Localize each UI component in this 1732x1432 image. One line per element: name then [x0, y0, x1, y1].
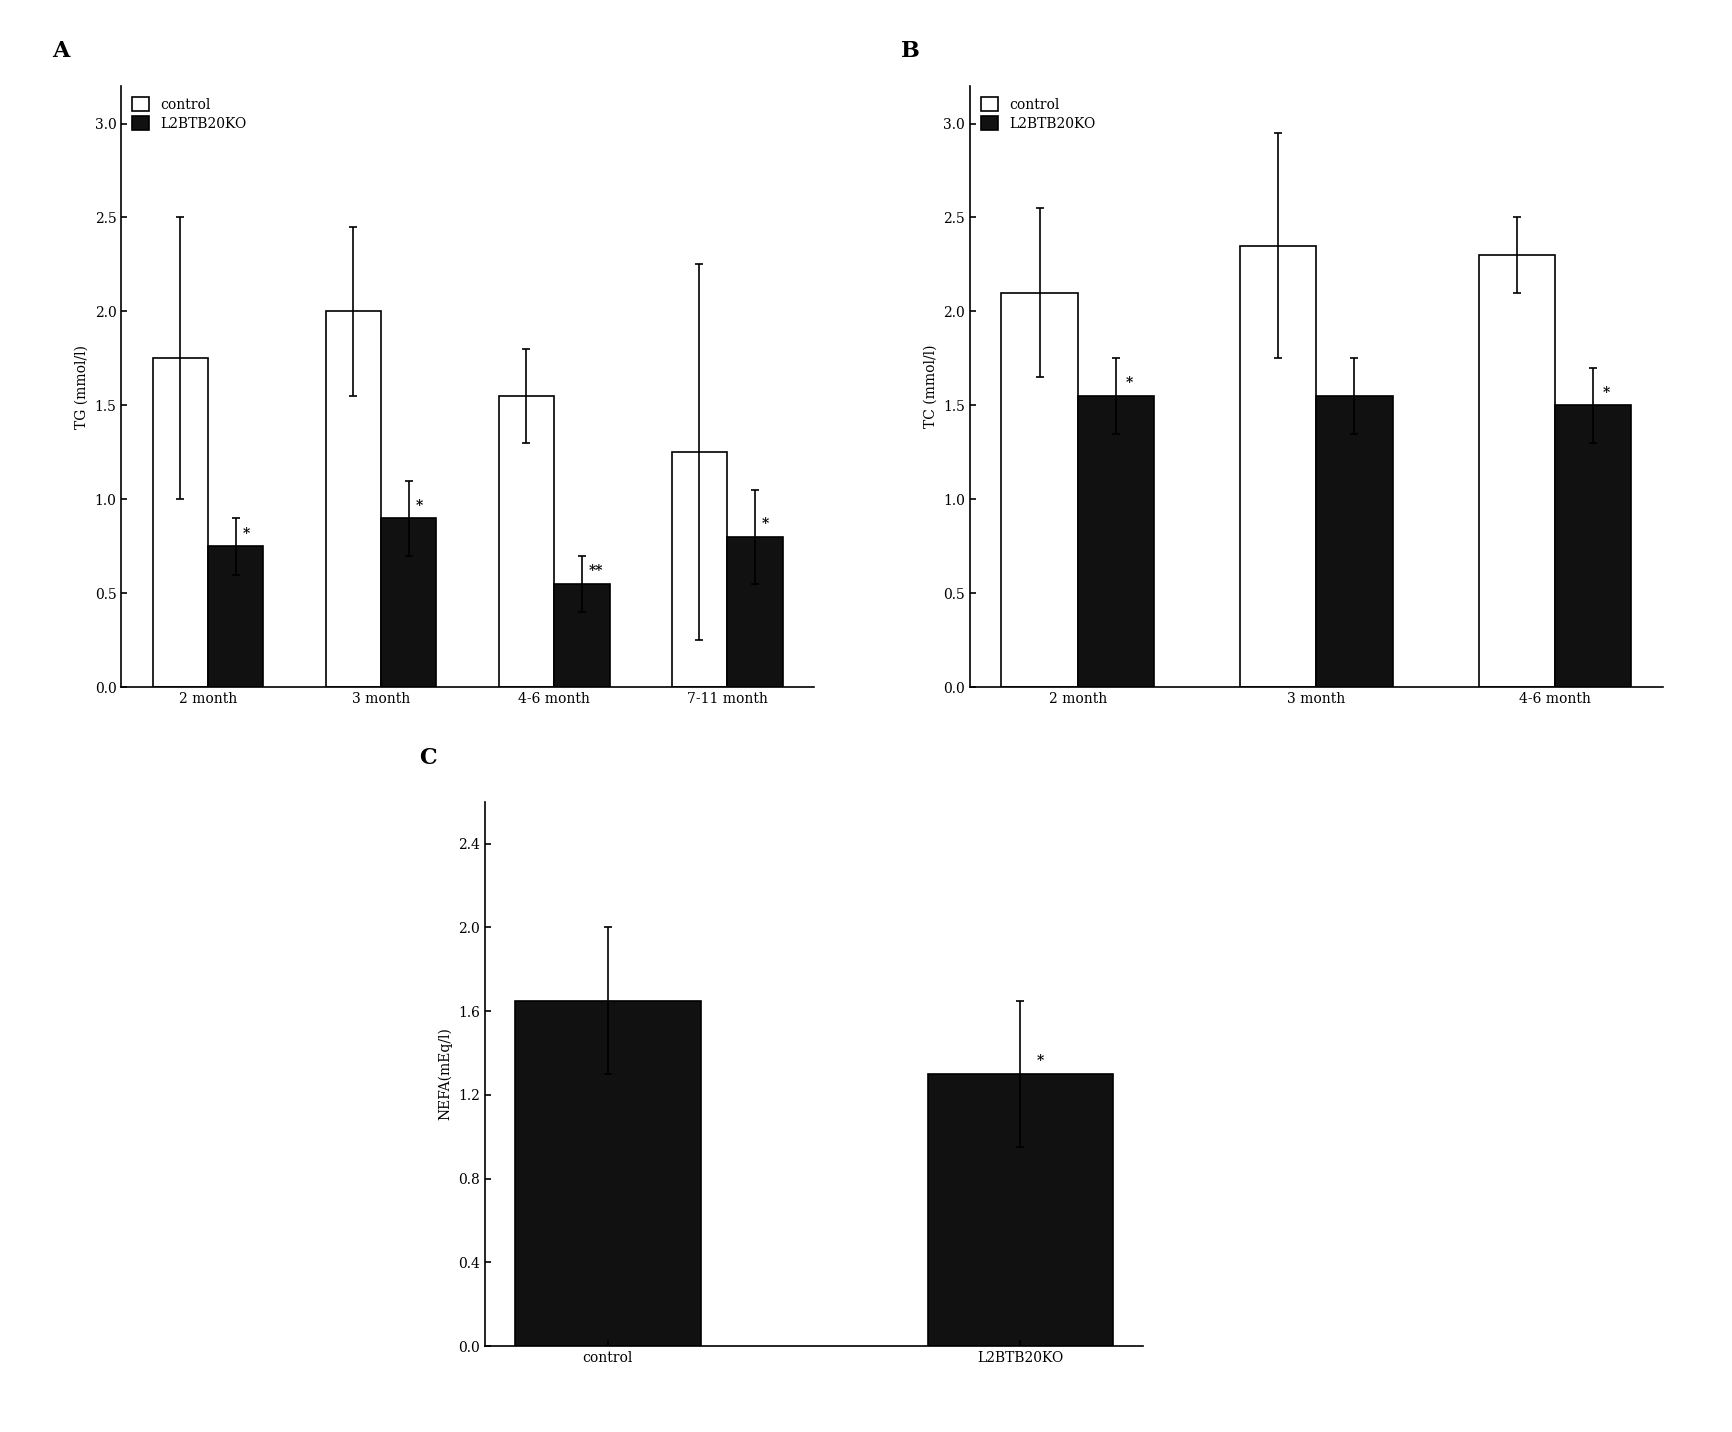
Bar [499, 397, 554, 687]
Text: *: * [1602, 385, 1609, 400]
Bar [928, 1074, 1114, 1346]
Bar [1316, 397, 1393, 687]
Bar [727, 537, 783, 687]
Bar [1479, 255, 1555, 687]
Text: A: A [52, 40, 69, 62]
Bar [381, 518, 436, 687]
Legend: control, L2BTB20KO: control, L2BTB20KO [128, 93, 251, 135]
Y-axis label: TC (mmol/l): TC (mmol/l) [923, 345, 937, 428]
Text: *: * [416, 498, 423, 513]
Bar [672, 453, 727, 687]
Bar [1240, 246, 1316, 687]
Text: *: * [242, 527, 249, 541]
Text: *: * [1126, 377, 1133, 391]
Bar [1001, 292, 1077, 687]
Text: *: * [1037, 1054, 1044, 1068]
Legend: control, L2BTB20KO: control, L2BTB20KO [977, 93, 1100, 135]
Bar [1077, 397, 1154, 687]
Text: C: C [419, 748, 436, 769]
Y-axis label: NEFA(mEq/l): NEFA(mEq/l) [438, 1028, 452, 1120]
Text: B: B [901, 40, 920, 62]
Text: *: * [762, 517, 769, 531]
Bar [1555, 405, 1632, 687]
Bar [326, 312, 381, 687]
Bar [514, 1001, 700, 1346]
Text: **: ** [589, 564, 603, 579]
Bar [554, 584, 610, 687]
Bar [152, 358, 208, 687]
Y-axis label: TG (mmol/l): TG (mmol/l) [74, 345, 88, 428]
Bar [208, 547, 263, 687]
